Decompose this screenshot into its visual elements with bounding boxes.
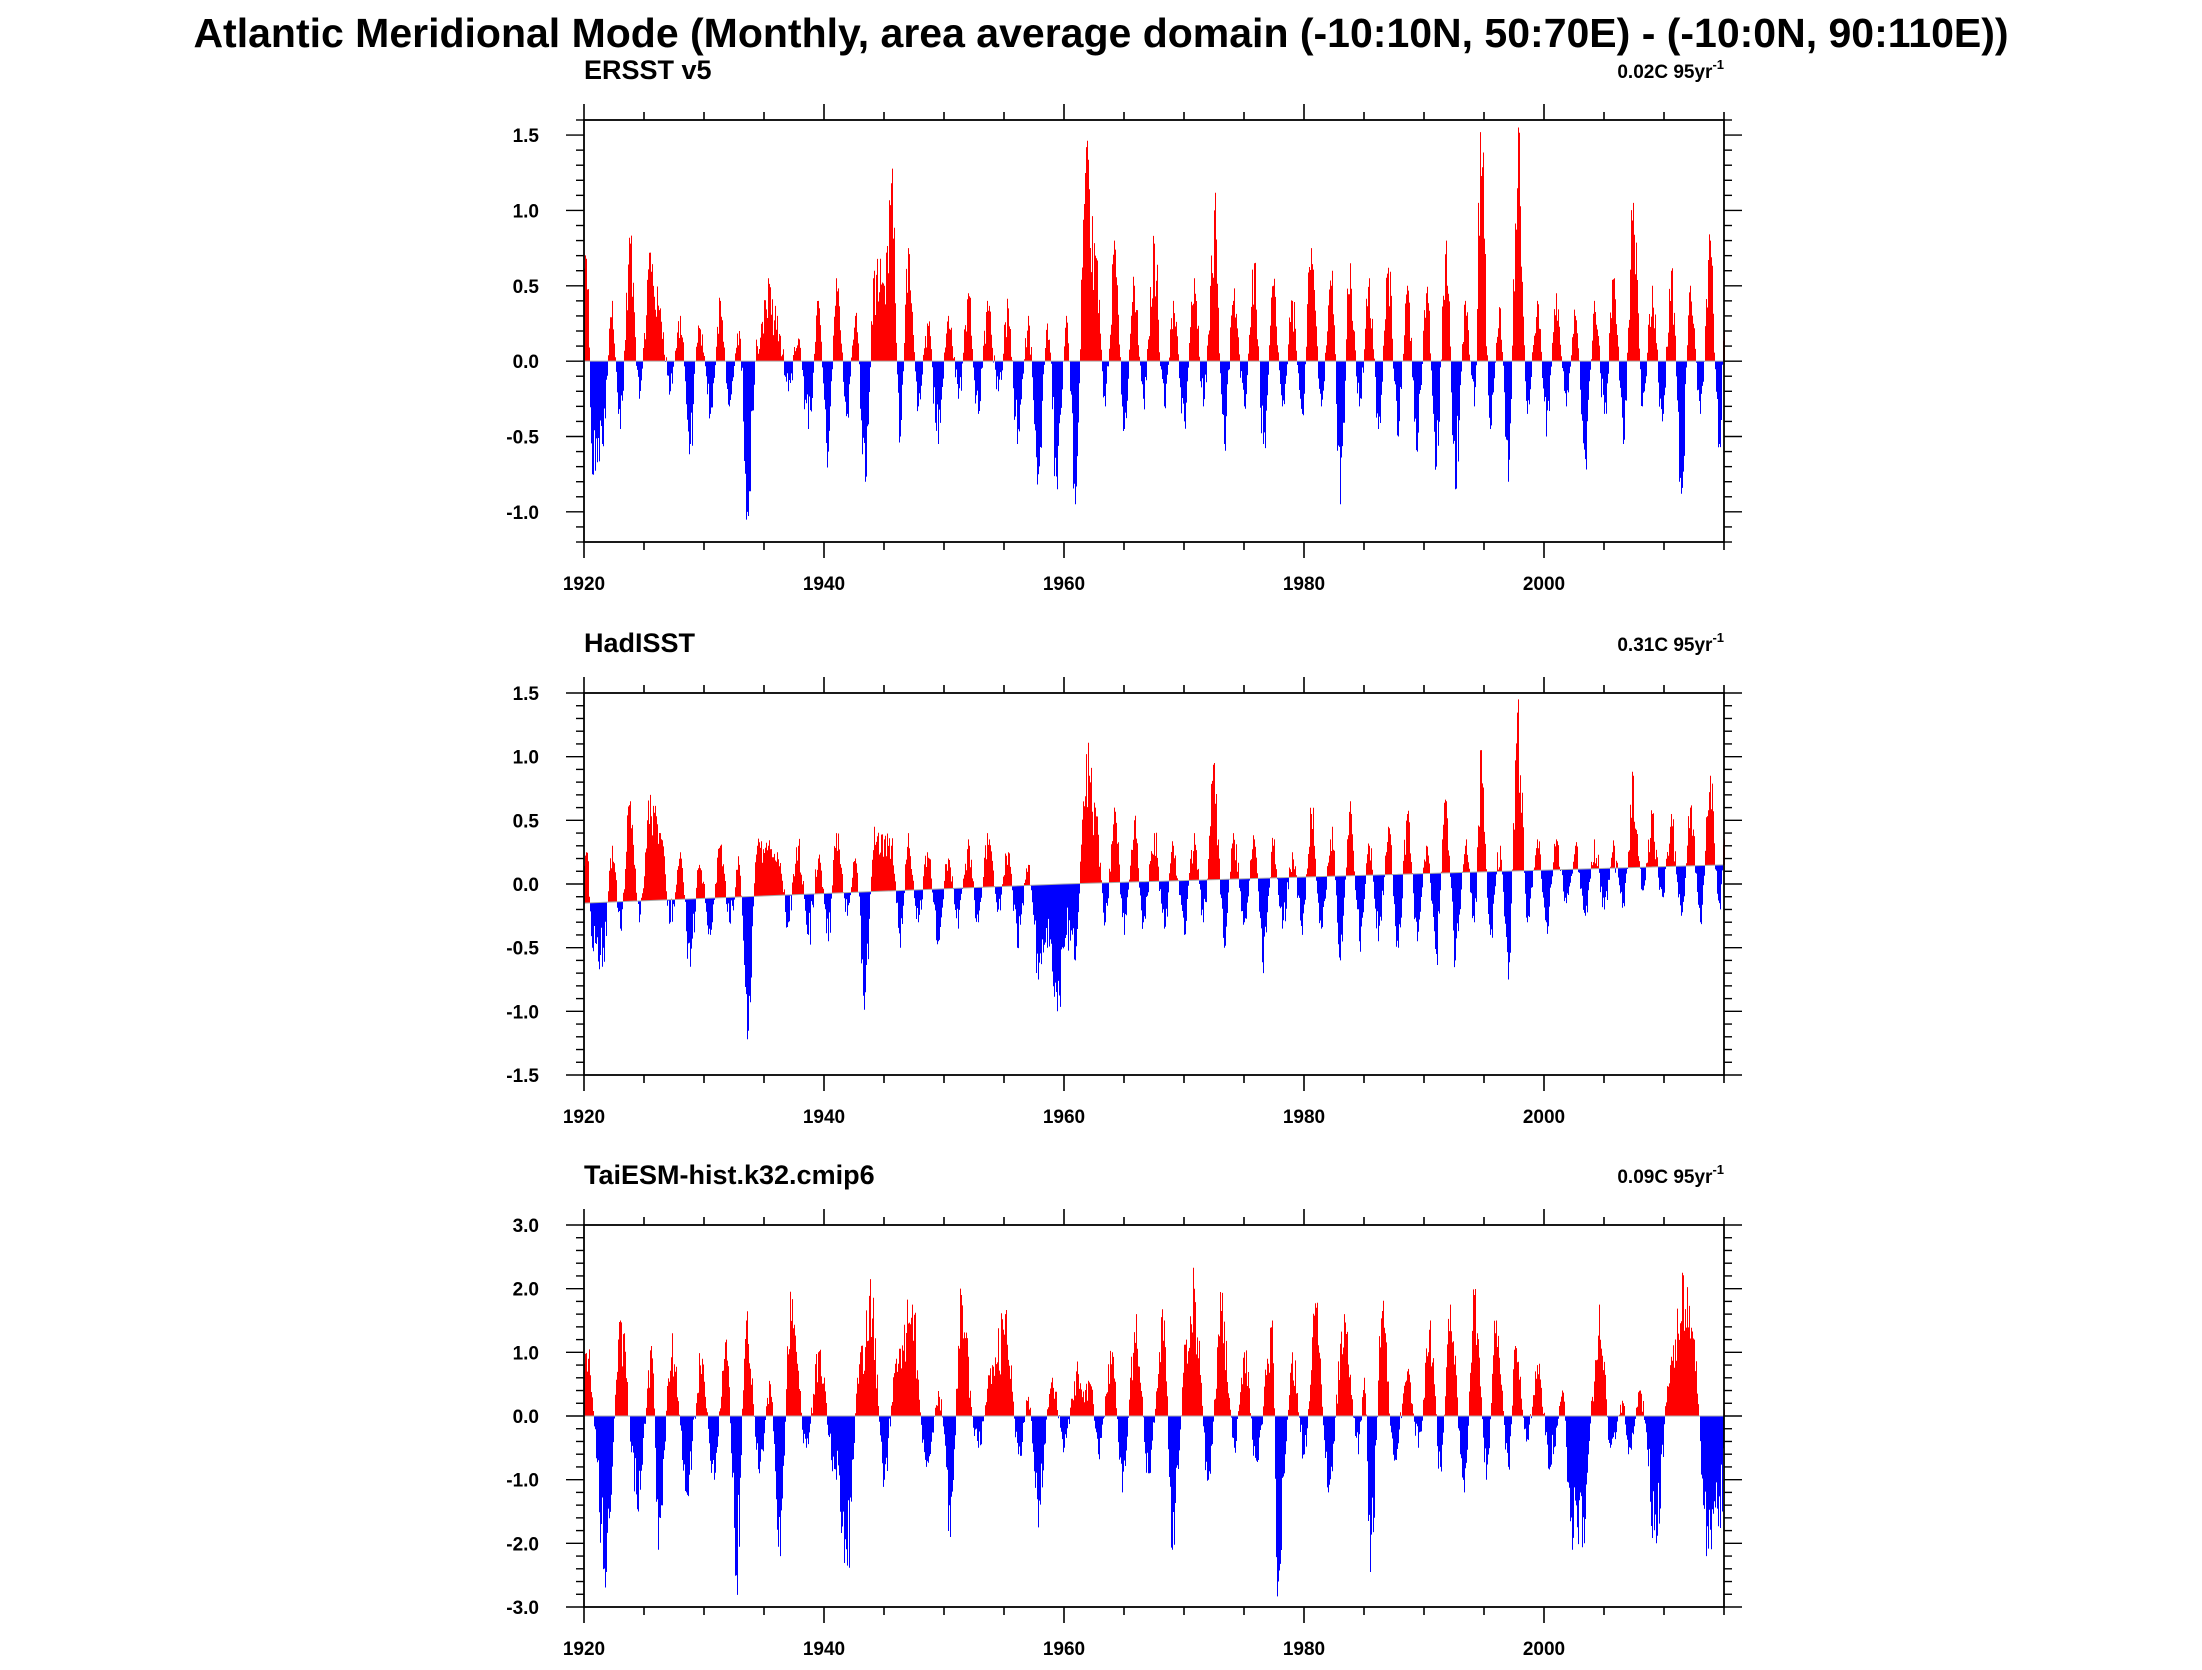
- y-tick-label: -1.0: [506, 1002, 539, 1023]
- main-title: Atlantic Meridional Mode (Monthly, area …: [193, 10, 2009, 56]
- y-tick-label: 1.0: [513, 1343, 539, 1364]
- y-tick-label: 1.5: [513, 126, 540, 147]
- y-tick-label: -1.5: [506, 1066, 539, 1087]
- x-tick-label: 1940: [803, 1639, 845, 1660]
- y-tick-label: -0.5: [506, 939, 539, 960]
- x-tick-label: 1960: [1043, 1107, 1085, 1128]
- x-tick-label: 1940: [803, 1107, 845, 1128]
- x-tick-label: 1920: [563, 574, 605, 595]
- negative-anomaly-bars: [584, 361, 1725, 520]
- negative-anomaly-bars: [584, 1416, 1725, 1597]
- positive-anomaly-bars: [584, 127, 1725, 362]
- x-tick-label: 1920: [563, 1639, 605, 1660]
- x-tick-label: 1980: [1283, 574, 1325, 595]
- y-tick-label: 0.0: [513, 875, 539, 896]
- x-tick-label: 1980: [1283, 1639, 1325, 1660]
- panel-subtitle: ERSST v5: [584, 55, 712, 85]
- x-tick-label: 2000: [1523, 574, 1565, 595]
- trend-superscript: -1: [1712, 57, 1724, 72]
- x-tick-label: 1920: [563, 1107, 605, 1128]
- panel-taiesm: 1920 1940 1960 1980 2000 -3.0 -2.0 -1.0 0.0 1.0 2.…: [506, 1160, 1742, 1660]
- negative-anomaly-bars: [584, 864, 1725, 1040]
- positive-anomaly-bars: [584, 1267, 1725, 1416]
- y-tick-label: -3.0: [506, 1598, 539, 1619]
- trend-label: 0.02C 95yr-1: [1617, 57, 1724, 83]
- x-tick-label: 1940: [803, 574, 845, 595]
- trend-label: 0.09C 95yr-1: [1617, 1162, 1724, 1188]
- trend-superscript: -1: [1712, 630, 1724, 645]
- panel-hadisst: 1920 1940 1960 1980 2000 -1.5 -1.0 -0.5 0.0 0.5 1.…: [506, 628, 1742, 1128]
- trend-value: 0.09C 95yr: [1617, 1167, 1713, 1188]
- x-tick-label: 2000: [1523, 1107, 1565, 1128]
- panel-subtitle: TaiESM-hist.k32.cmip6: [584, 1160, 875, 1190]
- trend-superscript: -1: [1712, 1162, 1724, 1177]
- y-tick-label: 1.0: [513, 201, 539, 222]
- y-tick-label: 2.0: [513, 1280, 539, 1301]
- y-tick-label: 0.5: [513, 811, 540, 832]
- x-tick-label: 1960: [1043, 574, 1085, 595]
- y-tick-label: 0.0: [513, 1407, 539, 1428]
- y-tick-label: -1.0: [506, 1471, 539, 1492]
- trend-value: 0.02C 95yr: [1617, 62, 1713, 83]
- positive-anomaly-bars: [584, 699, 1725, 904]
- panel-subtitle: HadISST: [584, 628, 696, 658]
- panel-ersst: 1920 1940 1960 1980 2000 -1.0 -0.5 0.0 0.5 1.0 1.5…: [506, 55, 1742, 595]
- y-tick-label: -1.0: [506, 503, 539, 524]
- y-tick-label: 0.5: [513, 277, 540, 298]
- y-tick-label: -2.0: [506, 1534, 539, 1555]
- y-tick-label: 3.0: [513, 1216, 539, 1237]
- x-tick-label: 1980: [1283, 1107, 1325, 1128]
- y-tick-label: 0.0: [513, 352, 539, 373]
- y-tick-label: -0.5: [506, 428, 539, 449]
- trend-label: 0.31C 95yr-1: [1617, 630, 1724, 656]
- y-tick-label: 1.0: [513, 748, 539, 769]
- trend-value: 0.31C 95yr: [1617, 635, 1713, 656]
- x-tick-label: 2000: [1523, 1639, 1565, 1660]
- reference-line: [583, 864, 1725, 904]
- y-tick-label: 1.5: [513, 684, 540, 705]
- x-tick-label: 1960: [1043, 1639, 1085, 1660]
